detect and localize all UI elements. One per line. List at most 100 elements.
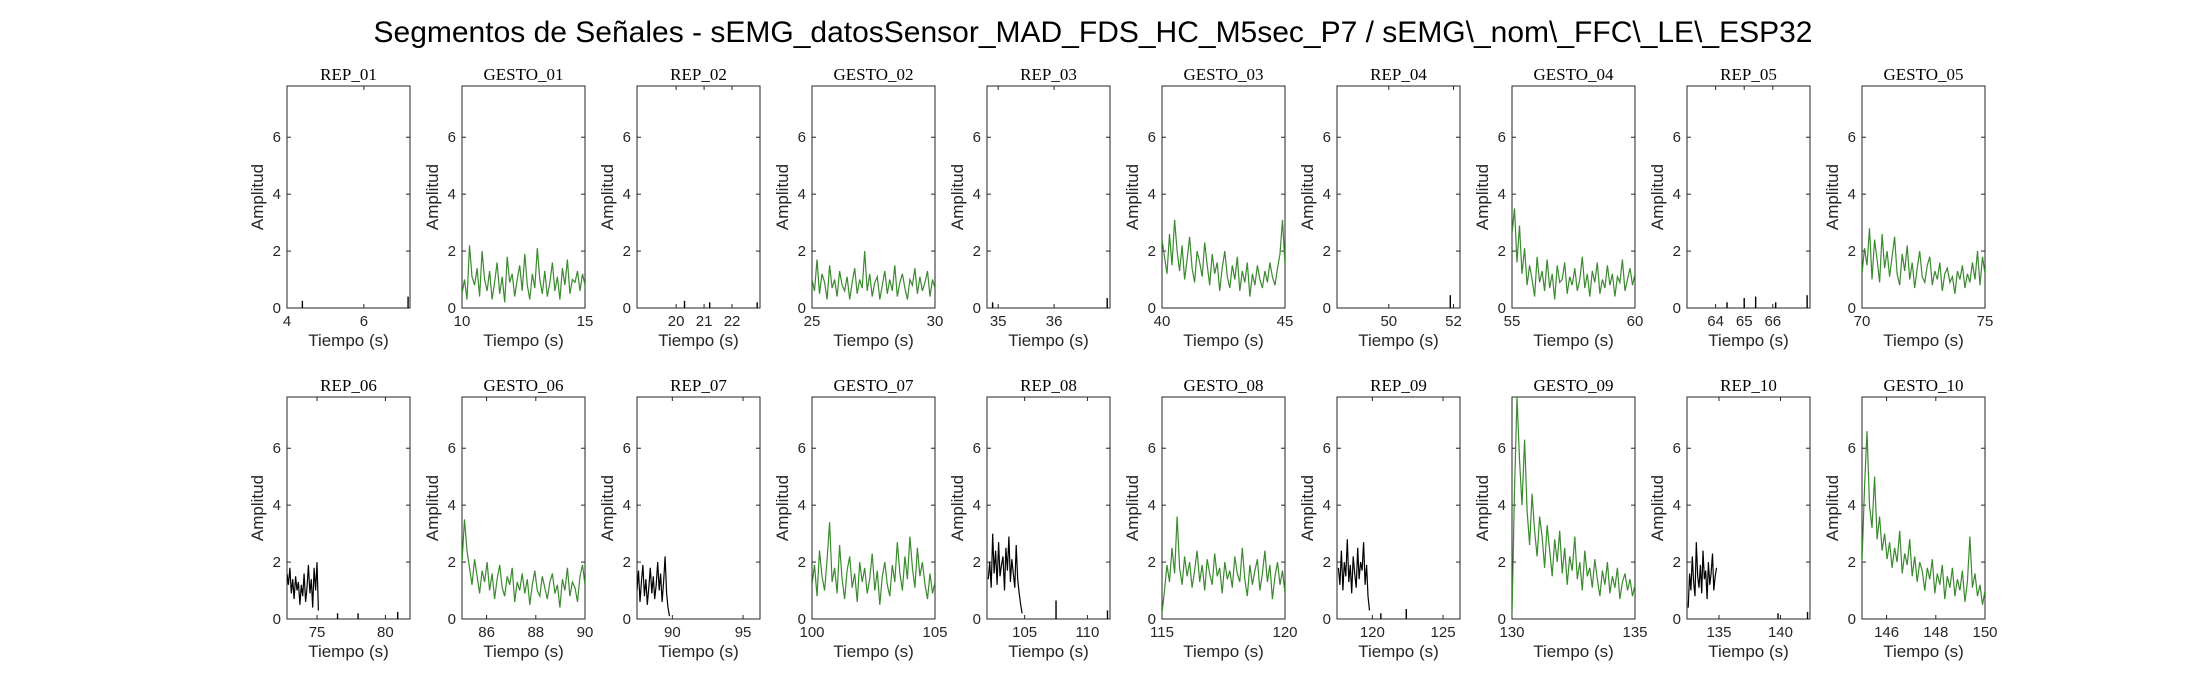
plot-area — [811, 396, 936, 620]
y-tick-label: 4 — [798, 497, 806, 514]
x-tick-label: 140 — [1768, 624, 1793, 641]
y-tick-label: 6 — [1848, 129, 1856, 146]
x-tick-label: 105 — [922, 624, 947, 641]
x-tick-label: 115 — [1150, 624, 1174, 641]
subplot-gesto-10: GESTO_10 0 2 4 6 146 148 150 Tiempo (s) Amplitud — [1823, 376, 1998, 661]
subplot-title: REP_04 — [1370, 65, 1427, 84]
y-tick-label: 2 — [273, 554, 281, 571]
y-tick-label: 2 — [973, 554, 981, 571]
x-axis-label: Tiempo (s) — [833, 642, 914, 661]
y-tick-label: 4 — [1673, 186, 1681, 203]
x-tick-label: 36 — [1046, 313, 1063, 330]
plot-area — [1161, 85, 1286, 309]
y-tick-label: 0 — [1673, 300, 1681, 317]
y-tick-label: 4 — [1498, 497, 1506, 514]
x-axis-label: Tiempo (s) — [1008, 642, 1089, 661]
plot-area — [286, 85, 411, 309]
y-tick-label: 6 — [273, 129, 281, 146]
y-tick-label: 6 — [1498, 440, 1506, 457]
signal-series-line — [1512, 208, 1635, 300]
y-tick-label: 0 — [1848, 300, 1856, 317]
y-tick-label: 2 — [1498, 243, 1506, 260]
subplot-rep-04: REP_04 0 2 4 6 50 52 Tiempo (s) Amplitud — [1298, 65, 1462, 350]
y-tick-label: 6 — [1498, 129, 1506, 146]
y-axis-label: Amplitud — [1648, 164, 1667, 230]
y-tick-label: 2 — [623, 243, 631, 260]
x-tick-label: 35 — [990, 313, 1007, 330]
y-tick-label: 6 — [623, 440, 631, 457]
y-tick-label: 2 — [1848, 554, 1856, 571]
plot-area — [1861, 85, 1986, 309]
y-axis-label: Amplitud — [1298, 164, 1317, 230]
y-tick-label: 6 — [1673, 440, 1681, 457]
y-axis-label: Amplitud — [773, 475, 792, 541]
signal-series-line — [1862, 431, 1985, 605]
y-tick-label: 0 — [448, 611, 456, 628]
signal-series-line — [1512, 397, 1635, 617]
subplot-gesto-03: GESTO_03 0 2 4 6 40 45 Tiempo (s) Amplitud — [1123, 65, 1293, 350]
subplot-gesto-04: GESTO_04 0 2 4 6 55 60 Tiempo (s) Amplitud — [1473, 65, 1643, 350]
y-tick-label: 2 — [273, 243, 281, 260]
x-tick-label: 30 — [927, 313, 944, 330]
y-tick-label: 0 — [798, 300, 806, 317]
y-tick-label: 6 — [1148, 440, 1156, 457]
x-axis-label: Tiempo (s) — [1183, 331, 1264, 350]
signal-series-line — [812, 251, 935, 300]
x-tick-label: 65 — [1736, 313, 1753, 330]
y-axis-label: Amplitud — [1648, 475, 1667, 541]
subplot-gesto-02: GESTO_02 0 2 4 6 25 30 Tiempo (s) Amplitud — [773, 65, 943, 350]
signal-series-line — [1162, 516, 1285, 614]
y-tick-label: 0 — [1498, 300, 1506, 317]
x-tick-label: 55 — [1504, 313, 1521, 330]
y-tick-label: 2 — [448, 243, 456, 260]
x-tick-label: 70 — [1854, 313, 1871, 330]
y-tick-label: 4 — [1848, 497, 1856, 514]
subplot-title: REP_01 — [320, 65, 377, 84]
x-tick-label: 86 — [478, 624, 495, 641]
y-tick-label: 2 — [623, 554, 631, 571]
plot-area — [1336, 396, 1461, 620]
subplot-title: GESTO_05 — [1884, 65, 1964, 84]
y-axis-label: Amplitud — [423, 164, 442, 230]
x-tick-label: 110 — [1075, 624, 1099, 641]
x-tick-label: 15 — [577, 313, 594, 330]
y-tick-label: 4 — [973, 497, 981, 514]
y-axis-label: Amplitud — [598, 164, 617, 230]
y-tick-label: 6 — [798, 129, 806, 146]
y-tick-label: 0 — [1323, 611, 1331, 628]
x-tick-label: 6 — [360, 313, 368, 330]
plot-area — [1686, 396, 1811, 620]
x-axis-label: Tiempo (s) — [483, 331, 564, 350]
y-axis-label: Amplitud — [1298, 475, 1317, 541]
y-tick-label: 6 — [1673, 129, 1681, 146]
y-tick-label: 2 — [1848, 243, 1856, 260]
y-axis-label: Amplitud — [248, 164, 267, 230]
x-tick-label: 50 — [1380, 313, 1397, 330]
y-tick-label: 4 — [1323, 497, 1331, 514]
y-tick-label: 6 — [798, 440, 806, 457]
x-axis-label: Tiempo (s) — [308, 331, 389, 350]
x-tick-label: 105 — [1012, 624, 1037, 641]
subplot-title: REP_09 — [1370, 376, 1427, 395]
y-tick-label: 0 — [1673, 611, 1681, 628]
x-tick-label: 66 — [1764, 313, 1781, 330]
subplot-title: GESTO_06 — [484, 376, 564, 395]
y-tick-label: 0 — [973, 300, 981, 317]
subplot-title: GESTO_02 — [834, 65, 914, 84]
x-tick-label: 146 — [1874, 624, 1899, 641]
plot-area — [1161, 396, 1286, 620]
x-axis-label: Tiempo (s) — [1533, 642, 1614, 661]
x-tick-label: 125 — [1431, 624, 1456, 641]
y-tick-label: 6 — [973, 129, 981, 146]
x-tick-label: 150 — [1972, 624, 1997, 641]
subplot-title: REP_08 — [1020, 376, 1077, 395]
y-tick-label: 4 — [273, 497, 281, 514]
